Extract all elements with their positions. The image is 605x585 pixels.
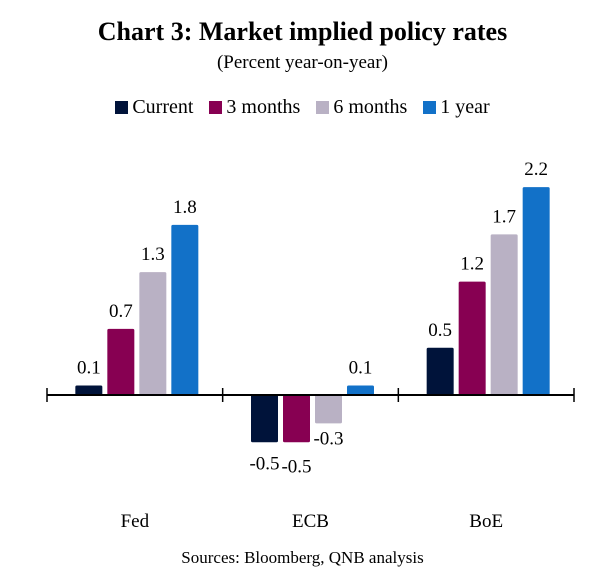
- bar-fed-1-year: [171, 224, 199, 395]
- legend-label-3-months: 3 months: [226, 96, 301, 118]
- data-label-fed-current: 0.1: [77, 358, 101, 379]
- legend-item-current: Current: [115, 96, 193, 119]
- data-label-boe-current: 0.5: [428, 320, 452, 341]
- data-label-boe-1-year: 2.2: [524, 159, 548, 180]
- legend-item-3-months: 3 months: [209, 96, 300, 119]
- bar-fed-6-months: [139, 272, 167, 395]
- x-tick-label-boe: BoE: [469, 511, 503, 532]
- bar-fed-3-months: [107, 328, 135, 395]
- legend-label-current: Current: [132, 96, 194, 118]
- legend: Current 3 months 6 months 1 year: [0, 96, 605, 119]
- legend-swatch-3-months: [209, 101, 223, 114]
- bar-ecb-current: [251, 395, 278, 443]
- bar-boe-6-months: [490, 234, 518, 395]
- chart-subtitle: (Percent year-on-year): [216, 52, 389, 73]
- data-label-ecb-current: -0.5: [249, 453, 279, 474]
- data-label-fed-1-year: 1.8: [173, 197, 197, 218]
- data-label-boe-3-months: 1.2: [460, 254, 484, 275]
- legend-swatch-1-year: [423, 101, 437, 114]
- x-tick-label-fed: Fed: [121, 511, 150, 532]
- legend-item-1-year: 1 year: [423, 96, 490, 119]
- data-label-ecb-1-year: 0.1: [349, 358, 373, 379]
- bar-boe-1-year: [522, 187, 550, 395]
- bar-boe-current: [426, 347, 454, 395]
- data-label-fed-3-months: 0.7: [109, 301, 133, 322]
- legend-label-6-months: 6 months: [333, 96, 408, 118]
- bar-boe-3-months: [458, 281, 486, 395]
- data-label-boe-6-months: 1.7: [492, 206, 516, 227]
- legend-item-6-months: 6 months: [316, 96, 407, 119]
- data-label-ecb-6-months: -0.3: [313, 428, 343, 449]
- bar-ecb-6-months: [315, 395, 342, 424]
- chart-title: Chart 3: Market implied policy rates: [97, 17, 508, 46]
- data-label-fed-6-months: 1.3: [141, 244, 165, 265]
- data-label-ecb-3-months: -0.5: [281, 456, 311, 477]
- bar-fed-current: [75, 385, 103, 395]
- source-note: Sources: Bloomberg, QNB analysis: [181, 548, 424, 567]
- legend-label-1-year: 1 year: [440, 96, 490, 118]
- legend-swatch-current: [115, 101, 129, 114]
- legend-swatch-6-months: [316, 101, 330, 114]
- bar-ecb-3-months: [283, 395, 310, 443]
- bar-ecb-1-year: [347, 385, 374, 395]
- x-tick-label-ecb: ECB: [292, 511, 329, 532]
